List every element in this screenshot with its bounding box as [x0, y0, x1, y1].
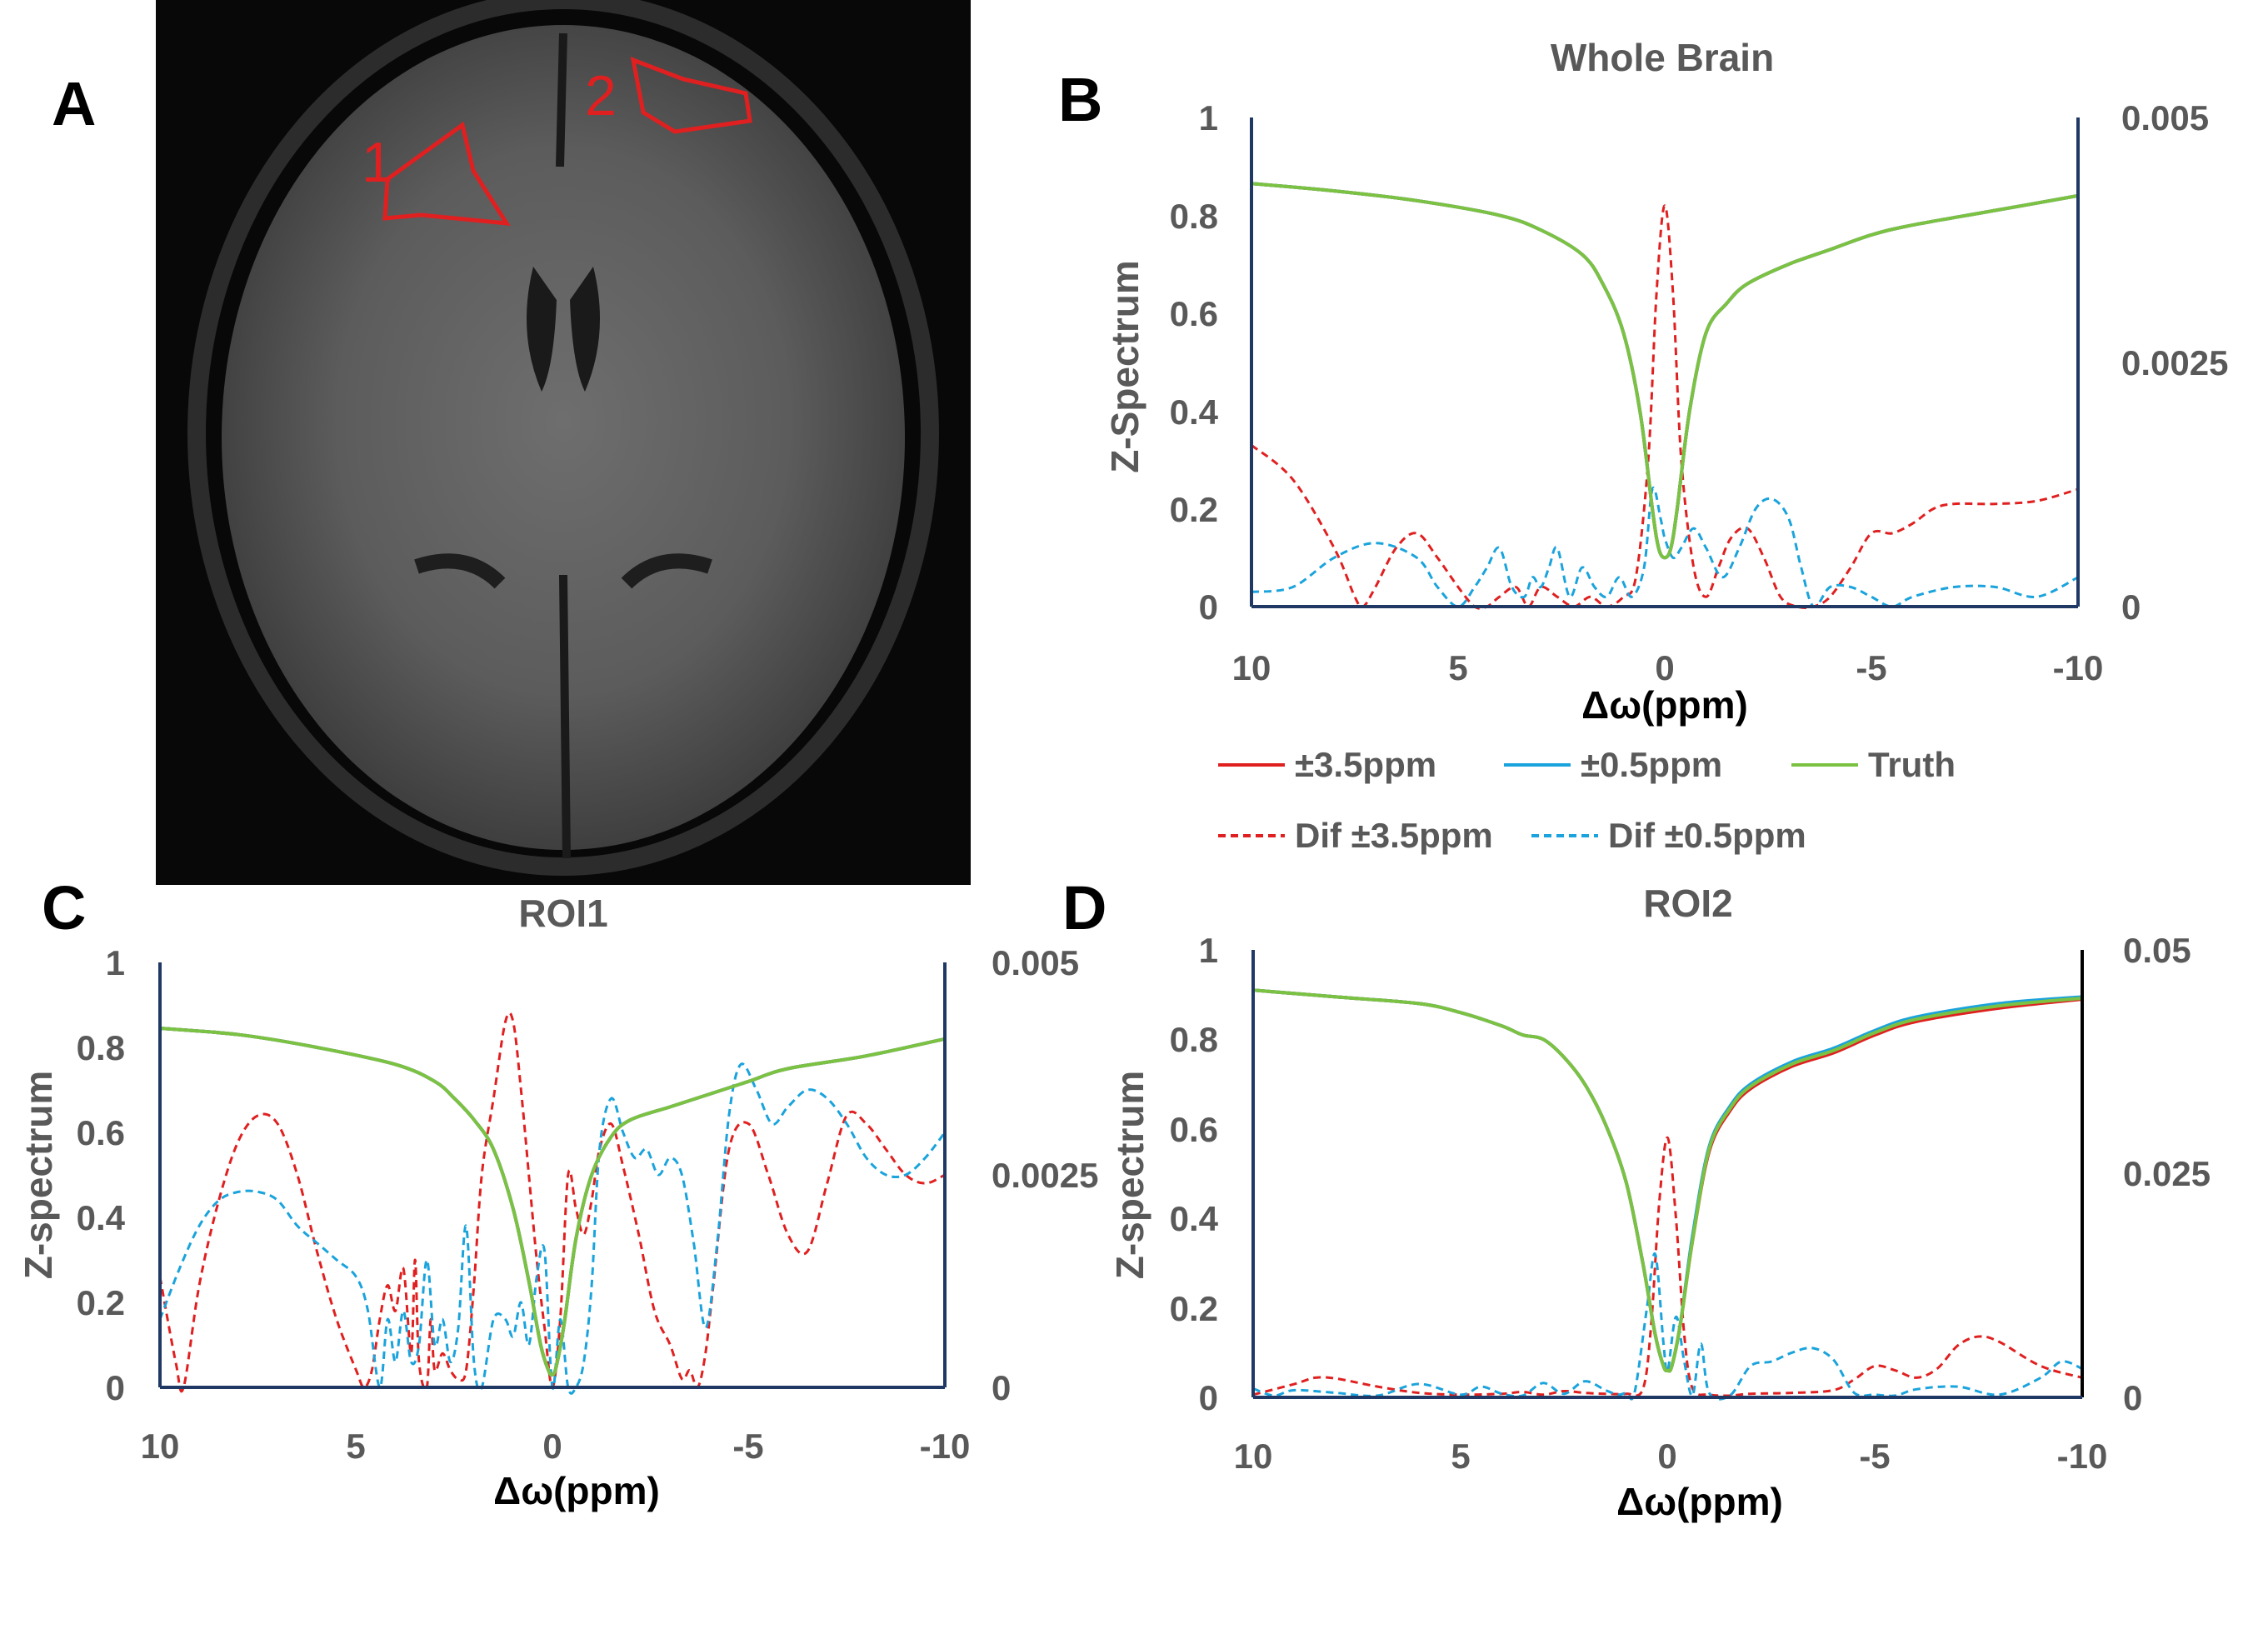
chart-b: Whole Brain 0 0.2 0.4 0.6 0.8 1 0 0.0025… [1103, 36, 2228, 727]
chart-b-ytick-5: 1 [1199, 98, 1218, 137]
chart-b-xlabel: Δω(ppm) [1581, 683, 1748, 727]
legend-label-4: Dif ±0.5ppm [1608, 816, 1806, 855]
chart-d: ROI2 0 0.2 0.4 0.6 0.8 1 0 0.025 0.05 10… [1108, 882, 2211, 1523]
chart-d-ytick-3: 0.6 [1170, 1110, 1218, 1149]
chart-b-series-4 [1251, 486, 2079, 608]
chart-d-series-4 [1252, 1252, 2083, 1401]
chart-b-xtick-2: 0 [1655, 648, 1674, 687]
legend: ±3.5ppm ±0.5ppm Truth Dif ±3.5ppm Dif ±0… [1218, 745, 1956, 855]
chart-d-ytick-0: 0 [1199, 1378, 1218, 1417]
legend-label-3: Dif ±3.5ppm [1295, 816, 1493, 855]
chart-d-series-2 [1252, 988, 2083, 1373]
chart-d-y2tick-1: 0.025 [2123, 1154, 2211, 1193]
legend-label-2: Truth [1868, 745, 1956, 784]
legend-label-1: ±0.5ppm [1581, 745, 1722, 784]
chart-b-series-0 [1251, 182, 2079, 560]
posterior-ventricles [414, 553, 712, 589]
chart-d-xtick-3: -5 [1859, 1437, 1890, 1476]
chart-d-ytick-2: 0.4 [1170, 1199, 1219, 1238]
roi-1-outline [382, 121, 511, 226]
chart-d-xtick-1: 5 [1451, 1437, 1470, 1476]
chart-c-series-1 [159, 1027, 946, 1377]
roi-2-outline [630, 57, 752, 134]
chart-b-y2tick-0: 0 [2121, 587, 2141, 627]
chart-c-xtick-0: 10 [141, 1427, 180, 1466]
chart-d-series-0 [1252, 988, 2083, 1373]
chart-d-ytick-4: 0.8 [1170, 1020, 1218, 1059]
chart-b-xtick-1: 5 [1448, 648, 1467, 687]
chart-c-series-4 [158, 1062, 947, 1395]
chart-b-series-1 [1251, 182, 2079, 560]
chart-c-series-3 [158, 1012, 946, 1393]
legend-label-0: ±3.5ppm [1295, 745, 1436, 784]
roi-2-label: 2 [585, 64, 617, 127]
chart-b-series-3 [1251, 204, 2079, 610]
chart-d-ylabel: Z-spectrum [1108, 1071, 1151, 1279]
chart-d-ticks: 0 0.2 0.4 0.6 0.8 1 0 0.025 0.05 10 5 0 … [1170, 931, 2211, 1476]
chart-d-series-3 [1252, 1136, 2083, 1397]
roi-1-label: 1 [362, 131, 393, 194]
chart-c-plot [158, 1012, 947, 1395]
chart-b-ytick-1: 0.2 [1170, 490, 1218, 529]
chart-d-ytick-5: 1 [1199, 931, 1218, 970]
chart-c-ytick-5: 1 [106, 943, 125, 982]
chart-c-xlabel: Δω(ppm) [493, 1469, 660, 1512]
chart-d-y2tick-2: 0.05 [2123, 931, 2191, 970]
chart-b-plot [1251, 182, 2079, 610]
chart-c: ROI1 0 0.2 0.4 0.6 0.8 1 0 0.0025 0.005 … [17, 892, 1098, 1512]
chart-c-xtick-4: -10 [920, 1427, 971, 1466]
chart-d-series-1 [1252, 988, 2083, 1373]
skull-ring [187, 0, 939, 876]
lateral-ventricles [527, 267, 600, 392]
chart-d-xtick-4: -10 [2057, 1437, 2108, 1476]
panel-letter-b: B [1058, 65, 1102, 134]
chart-d-y2tick-0: 0 [2123, 1378, 2142, 1417]
chart-c-ytick-4: 0.8 [77, 1028, 125, 1067]
chart-d-plot [1252, 988, 2083, 1401]
chart-c-ytick-0: 0 [106, 1368, 125, 1407]
chart-d-ytick-1: 0.2 [1170, 1289, 1218, 1328]
chart-c-y2tick-1: 0.0025 [992, 1156, 1098, 1195]
panel-a: 1 2 [156, 0, 971, 885]
chart-c-xtick-1: 5 [346, 1427, 365, 1466]
panel-letter-d: D [1062, 873, 1107, 942]
chart-d-xlabel: Δω(ppm) [1616, 1480, 1783, 1523]
chart-c-title: ROI1 [518, 892, 607, 935]
chart-d-title: ROI2 [1643, 882, 1732, 925]
chart-b-ytick-2: 0.4 [1170, 392, 1219, 432]
chart-c-ylabel: Z-spectrum [17, 1071, 60, 1279]
chart-d-xtick-2: 0 [1657, 1437, 1676, 1476]
chart-c-y2tick-2: 0.005 [992, 943, 1079, 982]
brain-tissue [222, 25, 905, 850]
chart-c-ytick-2: 0.4 [77, 1198, 126, 1237]
chart-b-y2tick-2: 0.005 [2121, 98, 2209, 137]
chart-b-ticks: 0 0.2 0.4 0.6 0.8 1 0 0.0025 0.005 10 5 … [1170, 98, 2229, 687]
chart-c-ticks: 0 0.2 0.4 0.6 0.8 1 0 0.0025 0.005 10 5 … [77, 943, 1099, 1466]
chart-b-ylabel: Z-Spectrum [1103, 260, 1146, 473]
chart-c-series-0 [159, 1027, 946, 1377]
chart-b-ytick-3: 0.6 [1170, 294, 1218, 333]
chart-c-xtick-3: -5 [732, 1427, 763, 1466]
chart-c-ytick-1: 0.2 [77, 1283, 125, 1322]
chart-c-y2tick-0: 0 [992, 1368, 1011, 1407]
chart-b-title: Whole Brain [1551, 36, 1774, 79]
chart-b-xtick-4: -10 [2053, 648, 2104, 687]
chart-b-xtick-3: -5 [1856, 648, 1886, 687]
panel-letter-c: C [42, 873, 86, 942]
chart-b-xtick-0: 10 [1232, 648, 1271, 687]
panel-letter-a: A [52, 69, 96, 138]
chart-c-ytick-3: 0.6 [77, 1113, 125, 1152]
chart-d-xtick-0: 10 [1234, 1437, 1273, 1476]
chart-c-series-2 [159, 1027, 946, 1377]
chart-c-xtick-2: 0 [542, 1427, 562, 1466]
chart-b-y2tick-1: 0.0025 [2121, 343, 2228, 382]
chart-b-ytick-4: 0.8 [1170, 197, 1218, 236]
interhemispheric-fissure [556, 32, 571, 859]
chart-b-ytick-0: 0 [1199, 587, 1218, 627]
chart-b-series-2 [1251, 182, 2079, 560]
